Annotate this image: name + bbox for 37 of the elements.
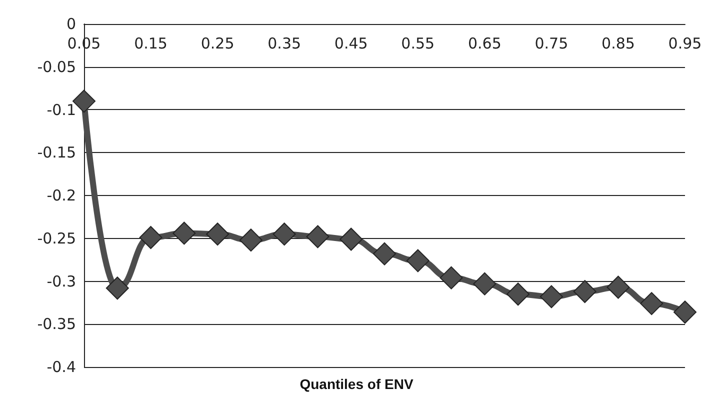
x-tick-label: 0.85: [602, 34, 635, 52]
point: [440, 266, 463, 290]
point: [606, 276, 630, 299]
x-tick-label: 0.75: [534, 34, 568, 52]
point: [106, 276, 129, 300]
x-tick-label: 0.45: [334, 34, 368, 52]
point: [306, 225, 330, 248]
point: [340, 228, 363, 251]
x-tick-label: 0.95: [668, 34, 702, 52]
point: [573, 280, 596, 304]
point: [373, 242, 396, 266]
point: [139, 226, 162, 250]
y-tick-label: -0.35: [37, 315, 76, 334]
point: [206, 222, 230, 246]
x-tick-label: 0.15: [134, 34, 168, 52]
y-tick-label: -0.3: [46, 272, 76, 290]
point: [540, 285, 563, 308]
point: [406, 249, 430, 272]
x-tick-label: 0.25: [200, 34, 234, 52]
x-tick-label: 0.65: [468, 34, 502, 52]
x-tick-label: 0.55: [401, 34, 435, 52]
point: [239, 228, 262, 252]
y-tick-label: -0.15: [37, 144, 76, 162]
point: [172, 222, 196, 245]
y-tick-label: -0.4: [46, 358, 76, 376]
y-tick-label: 0: [66, 15, 76, 33]
x-tick-label: 0.35: [268, 34, 302, 52]
point: [506, 282, 530, 306]
point: [640, 292, 664, 316]
x-axis-title: Quantiles of ENV: [300, 376, 414, 392]
y-tick-label: -0.05: [37, 58, 76, 76]
point: [473, 272, 496, 296]
point: [674, 300, 696, 324]
point: [272, 222, 296, 246]
y-tick-label: -0.25: [37, 229, 76, 248]
y-tick-label: -0.2: [46, 186, 76, 204]
y-tick-label: -0.1: [46, 100, 76, 119]
